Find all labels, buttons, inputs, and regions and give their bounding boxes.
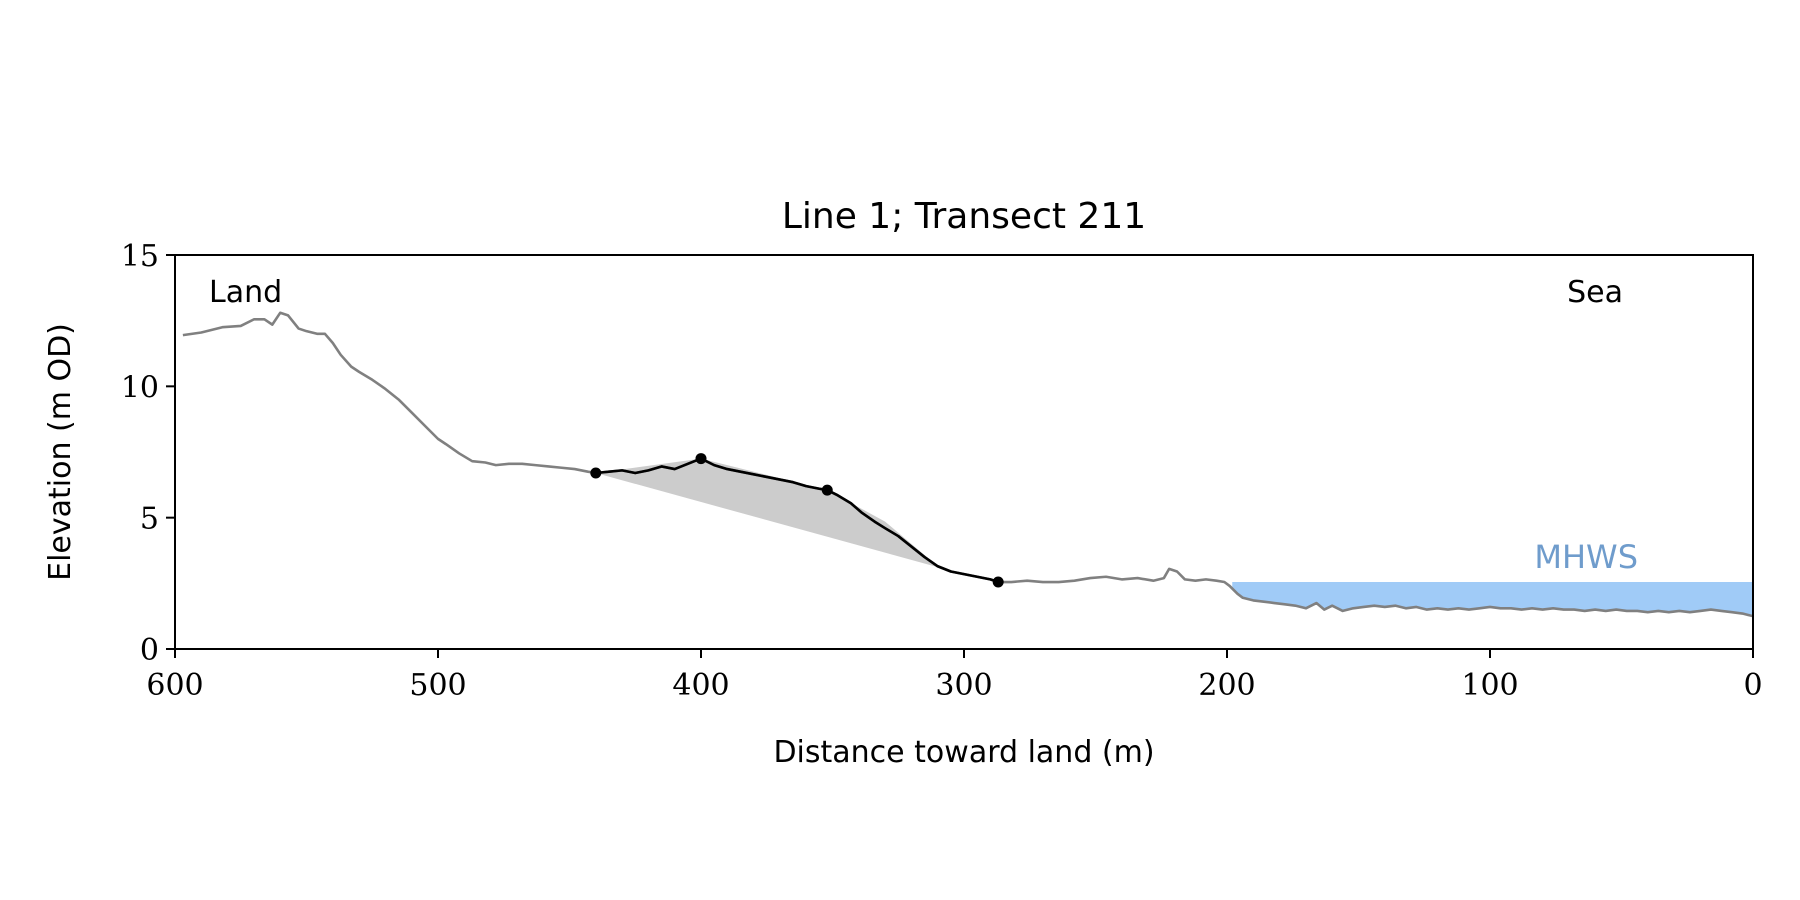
profile-marker [992,576,1004,588]
mhws-annotation: MHWS [1534,538,1638,576]
x-tick-label: 400 [672,668,729,703]
y-tick-label: 10 [121,370,159,405]
sea-annotation: Sea [1567,275,1623,310]
y-axis-label: Elevation (m OD) [43,323,78,581]
x-tick-label: 600 [146,668,203,703]
y-tick-label: 15 [121,239,159,274]
profile-line [182,311,1753,618]
shaded-volume [595,458,954,572]
water-area [1232,582,1753,617]
x-tick-label: 100 [1461,668,1518,703]
profile-marker [590,467,602,479]
profile-markers [590,453,1004,588]
chart-title: Line 1; Transect 211 [782,196,1146,237]
profile-marker [821,484,833,496]
profile-marker [695,453,707,465]
shaded-area [595,458,954,572]
x-tick-label: 0 [1743,668,1762,703]
x-axis-label: Distance toward land (m) [773,735,1154,770]
profile-lines [182,311,1753,618]
highlight-line [595,457,999,584]
y-tick-label: 0 [140,633,159,668]
y-tick-label: 5 [140,502,159,537]
x-tick-label: 500 [409,668,466,703]
land-annotation: Land [209,275,282,310]
x-tick-label: 300 [935,668,992,703]
mhws-water-fill [1232,582,1753,617]
axis-ticks: 600 500 400 300 200 100 0 0 5 10 15 [121,239,1763,703]
x-tick-label: 200 [1198,668,1255,703]
